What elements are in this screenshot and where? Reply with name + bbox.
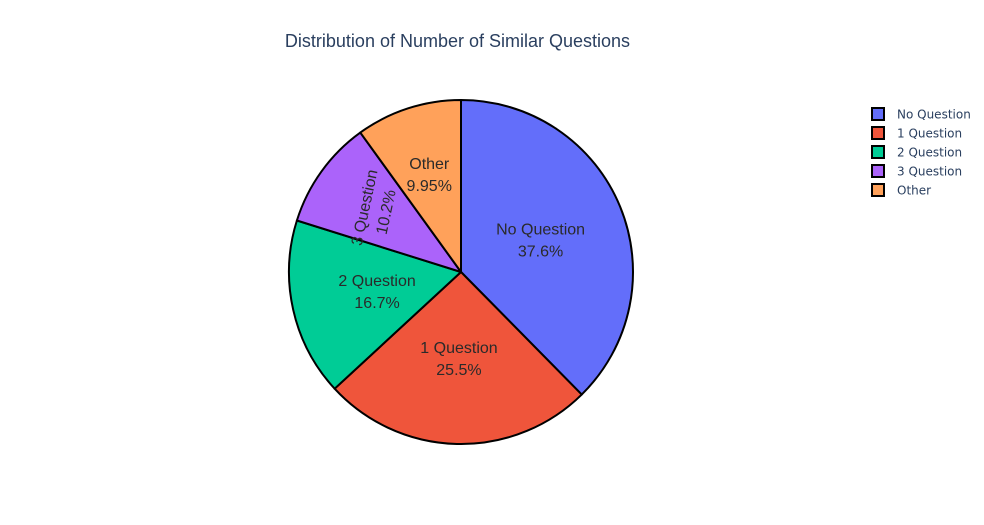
legend-label: 1 Question: [897, 127, 962, 141]
legend-item-3-question[interactable]: 3 Question: [871, 164, 962, 179]
slice-label-no-question: No Question 37.6%: [496, 221, 585, 260]
slice-label-other: Other 9.95%: [407, 156, 452, 195]
pie-slice-1-question[interactable]: [333, 271, 583, 445]
legend-swatch: [871, 183, 885, 197]
legend-label: No Question: [897, 108, 971, 122]
pie-slice-3-question[interactable]: [295, 131, 462, 273]
slice-label-1-question: 1 Question 25.5%: [420, 340, 497, 379]
legend-label: Other: [897, 184, 931, 198]
legend-label: 2 Question: [897, 146, 962, 160]
slices-layer: [288, 99, 634, 445]
slice-label-name: 2 Question: [338, 273, 415, 290]
slice-label-percent: 9.95%: [407, 178, 452, 195]
pie-slice-other[interactable]: [359, 99, 462, 273]
pie-slice-2-question[interactable]: [288, 219, 462, 390]
slice-label-percent: 37.6%: [518, 243, 563, 260]
chart-title: Distribution of Number of Similar Questi…: [284, 31, 631, 51]
legend[interactable]: No Question 1 Question 2 Question 3 Questio…: [871, 107, 971, 198]
slice-label-percent: 16.7%: [354, 295, 399, 312]
slice-label-name: No Question: [496, 221, 585, 238]
pie-slice-no-question[interactable]: [460, 99, 634, 396]
legend-item-no-question[interactable]: No Question: [871, 107, 971, 122]
legend-swatch: [871, 126, 885, 140]
legend-swatch: [871, 164, 885, 178]
slice-label-2-question: 2 Question 16.7%: [338, 273, 415, 312]
legend-item-1-question[interactable]: 1 Question: [871, 126, 962, 141]
legend-label: 3 Question: [897, 165, 962, 179]
slice-label-percent: 25.5%: [436, 362, 481, 379]
slice-label-name: 1 Question: [420, 340, 497, 357]
slice-label-name: Other: [409, 156, 450, 173]
legend-swatch: [871, 145, 885, 159]
legend-swatch: [871, 107, 885, 121]
legend-item-other[interactable]: Other: [871, 183, 931, 198]
legend-item-2-question[interactable]: 2 Question: [871, 145, 962, 160]
